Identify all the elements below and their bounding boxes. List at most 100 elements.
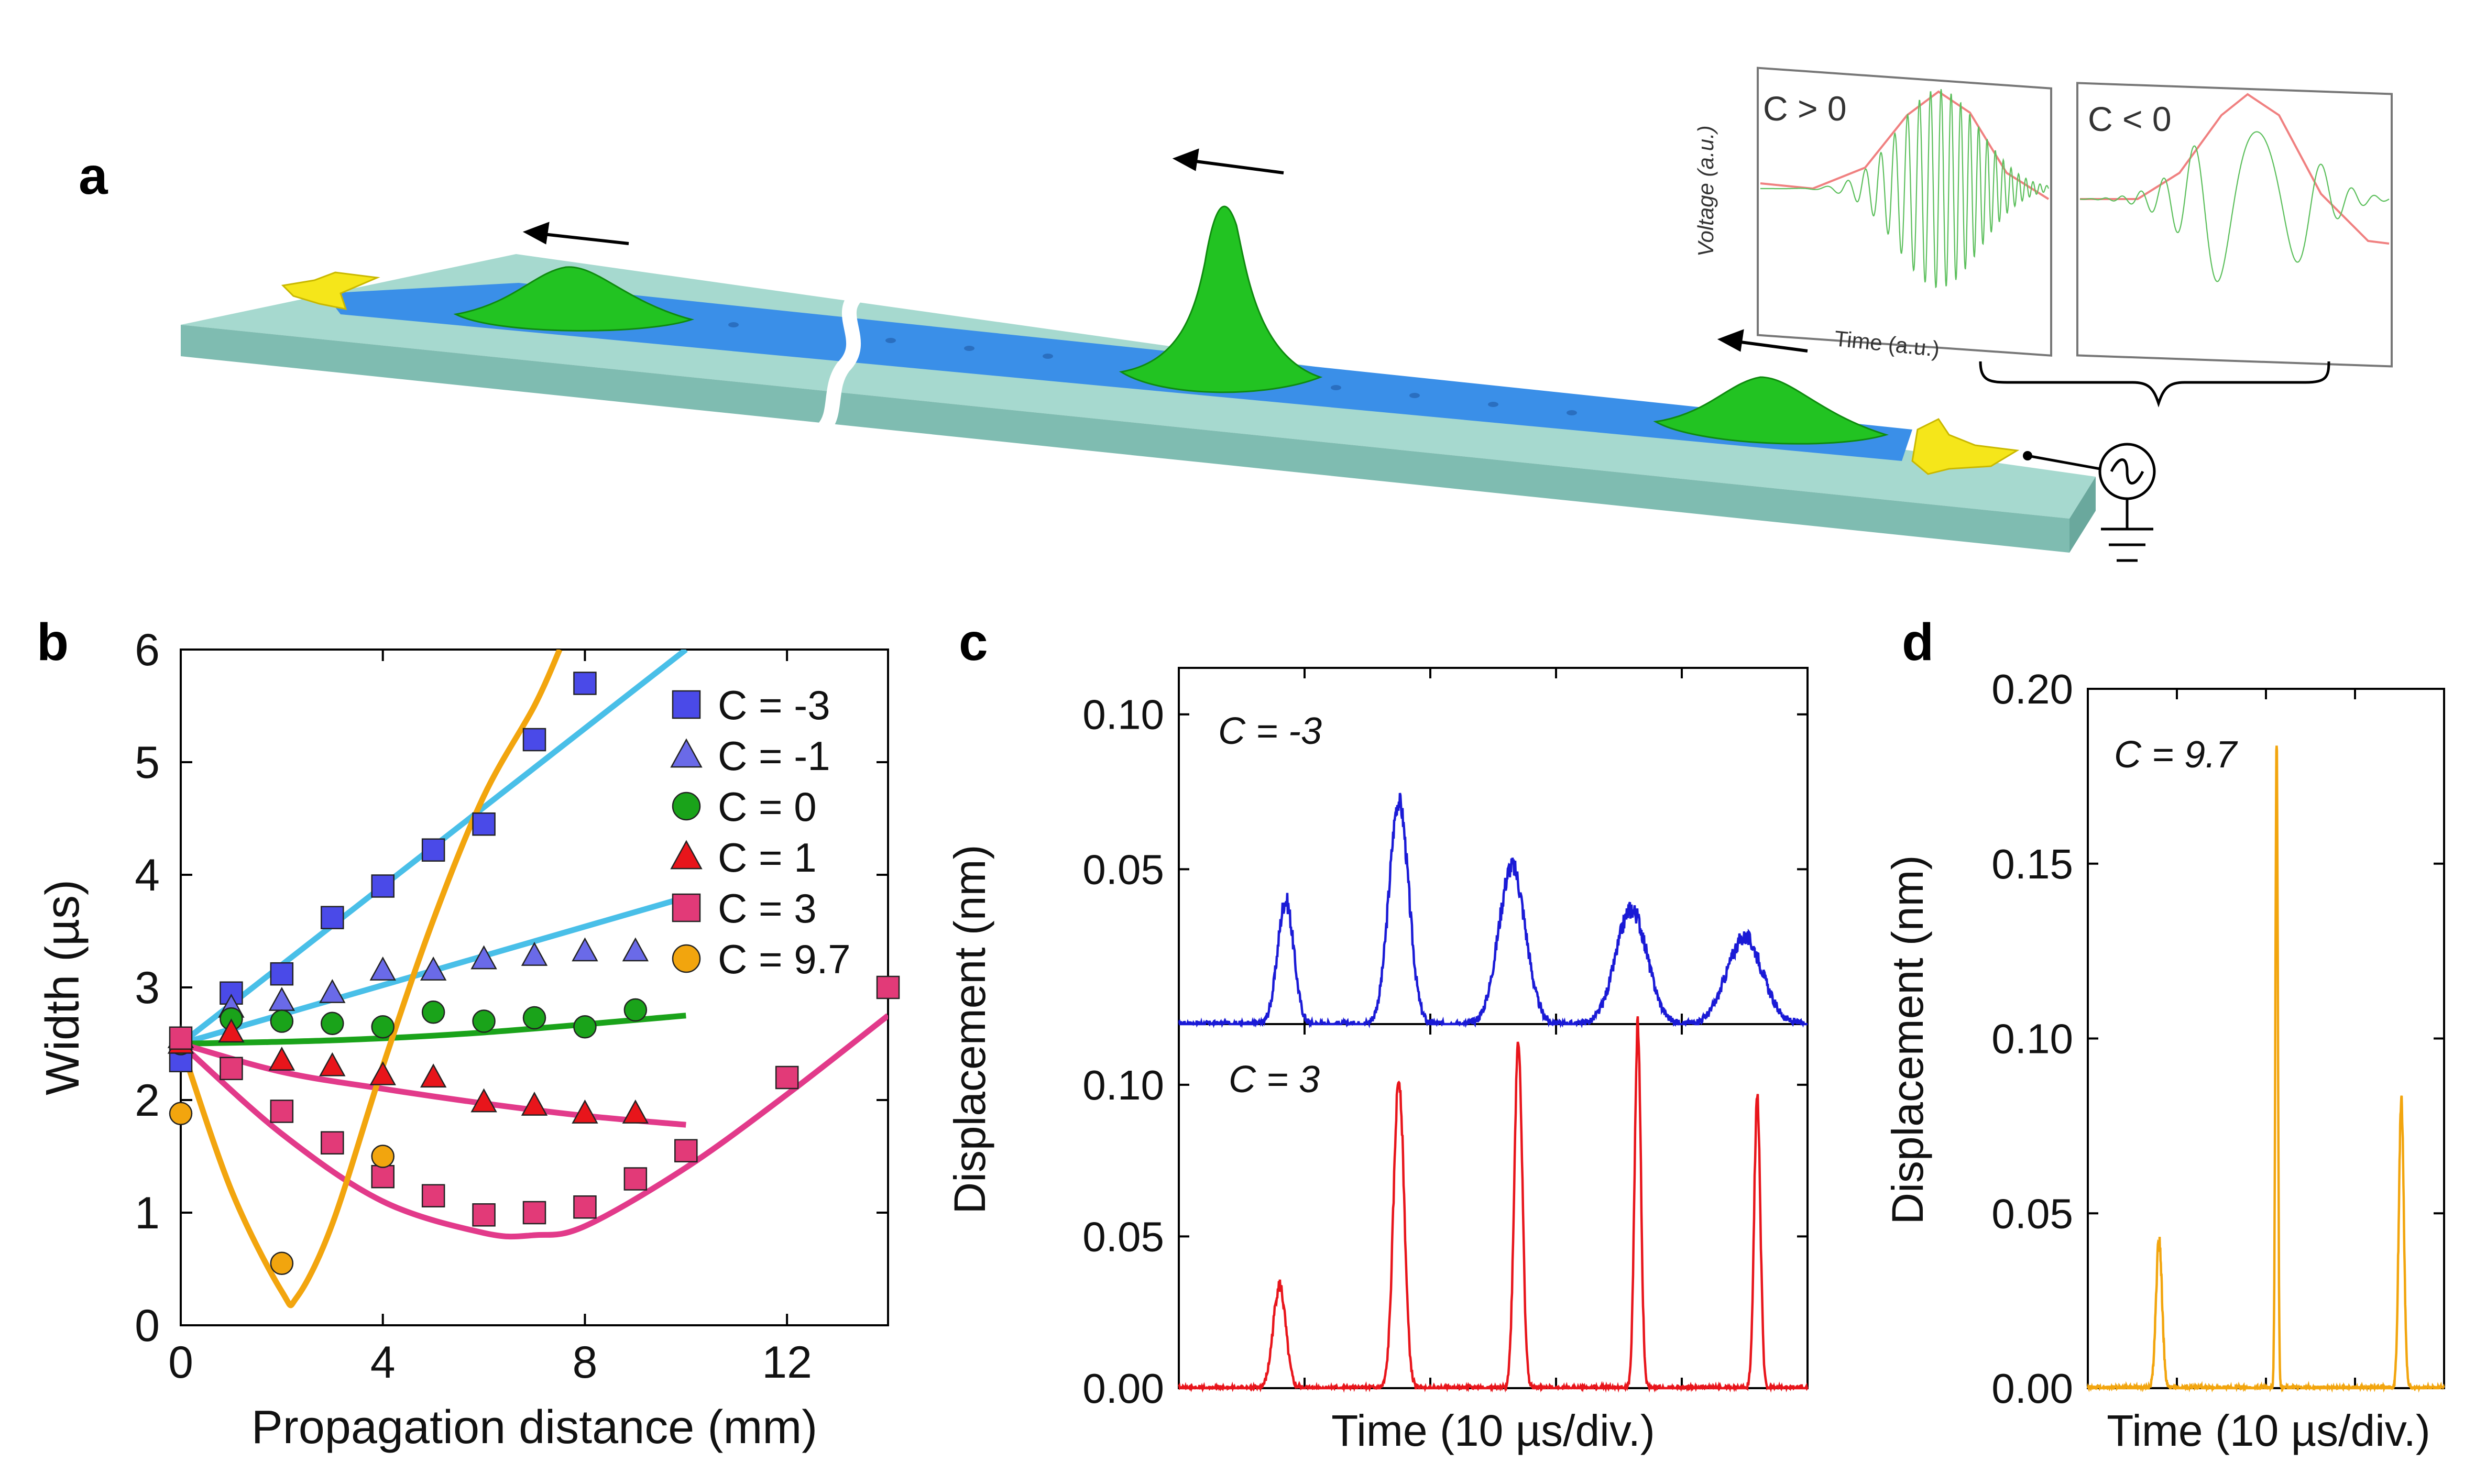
b-point-0 xyxy=(522,728,546,752)
b-point-3 xyxy=(521,1092,548,1116)
b-point-1 xyxy=(470,945,497,970)
b-point-1 xyxy=(420,957,447,981)
panel-d-annotation: C = 9.7 xyxy=(2114,734,2238,776)
panel-d-letter: d xyxy=(1902,613,1934,672)
b-point-1 xyxy=(521,942,548,966)
inset-left-wave xyxy=(1760,89,2050,289)
b-point-2 xyxy=(270,1009,294,1033)
b-fit-line-2 xyxy=(181,1013,686,1047)
wave-bump-left xyxy=(453,266,695,332)
panel-c-top-trace xyxy=(1178,793,1808,1029)
b-point-0 xyxy=(270,962,294,986)
b-ytick-label: 2 xyxy=(135,1075,160,1126)
b-legend-label-2: C = 0 xyxy=(718,784,817,830)
left-electrode xyxy=(281,271,380,310)
d-ytick-label: 0.00 xyxy=(1991,1365,2073,1412)
b-legend-marker-3 xyxy=(670,840,703,870)
panel-c-xlabel: Time (10 µs/div.) xyxy=(1331,1406,1655,1455)
b-point-1 xyxy=(622,937,649,962)
inset-left-wave-line xyxy=(1760,89,2050,289)
b-point-4 xyxy=(522,1201,546,1225)
substrate-slab-end xyxy=(2069,477,2096,553)
b-point-2 xyxy=(421,1001,445,1024)
b-point-4 xyxy=(421,1184,445,1207)
c-bot-trace-line xyxy=(1178,1016,1809,1393)
b-legend-label-5: C = 9.7 xyxy=(718,936,851,982)
panel-a-letter: a xyxy=(79,147,108,205)
waveguide xyxy=(325,283,1912,461)
panel-c-letter: c xyxy=(959,613,988,672)
b-ytick-label: 0 xyxy=(135,1301,160,1351)
panel-d-trace xyxy=(2086,745,2445,1393)
panel-d-xlabel: Time (10 µs/div.) xyxy=(2107,1406,2430,1455)
b-point-3 xyxy=(319,1052,346,1076)
panel-d-ticks: 0.00 0.05 0.10 0.15 0.20 xyxy=(1991,666,2444,1412)
b-point-4 xyxy=(674,1139,698,1162)
d-ytick-label: 0.10 xyxy=(1991,1016,2073,1062)
c-bot-ytick-label: 0.00 xyxy=(1082,1365,1164,1412)
b-point-2 xyxy=(371,1015,395,1039)
b-point-0 xyxy=(321,906,344,929)
b-xtick-label: 4 xyxy=(370,1337,396,1388)
b-point-3 xyxy=(572,1100,598,1124)
d-ytick-label: 0.20 xyxy=(1991,666,2073,712)
b-point-1 xyxy=(319,979,346,1003)
b-point-0 xyxy=(573,672,597,695)
inset-left-envelope xyxy=(1760,90,2050,200)
b-point-3 xyxy=(470,1088,497,1113)
panel-d-ylabel: Displacement (nm) xyxy=(1883,855,1932,1225)
inset-right-wave xyxy=(2079,131,2390,282)
b-legend-label-0: C = -3 xyxy=(718,682,830,728)
right-electrode xyxy=(1911,418,2020,475)
panel-b-xlabel: Propagation distance (mm) xyxy=(251,1401,817,1454)
b-point-1 xyxy=(268,987,295,1011)
b-ytick-label: 1 xyxy=(135,1188,160,1238)
b-legend-label-4: C = 3 xyxy=(718,885,817,931)
d-ytick-label: 0.15 xyxy=(1991,841,2073,887)
b-point-0 xyxy=(472,812,496,836)
b-point-0 xyxy=(421,838,445,862)
inset-positive-chirp: C > 0 Voltage (a.u.) Time (a.u.) xyxy=(1693,67,2052,361)
b-xtick-label: 8 xyxy=(573,1337,598,1388)
panel-b-ylabel: Width (µs) xyxy=(37,880,89,1095)
b-point-4 xyxy=(270,1100,294,1123)
panel-a: a xyxy=(79,67,2393,562)
inset-right-label: C < 0 xyxy=(2088,100,2172,138)
b-xtick-label: 12 xyxy=(762,1337,812,1388)
electrode-contact xyxy=(2023,451,2032,460)
wave-bump-right xyxy=(1653,376,1889,445)
panel-c-bottom-annotation: C = 3 xyxy=(1229,1059,1320,1101)
d-trace-line xyxy=(2086,745,2445,1393)
d-ytick-label: 0.05 xyxy=(1991,1190,2073,1237)
wave-bump-center xyxy=(1119,205,1323,393)
b-fit-line-4 xyxy=(181,1013,888,1240)
propagation-arrows xyxy=(522,148,1808,353)
inset-ylabel: Voltage (a.u.) xyxy=(1693,125,1718,257)
b-point-4 xyxy=(573,1195,597,1219)
c-top-ytick-label: 0.05 xyxy=(1082,846,1164,893)
b-point-2 xyxy=(573,1015,597,1039)
c-bot-ytick-label: 0.05 xyxy=(1082,1213,1164,1260)
b-point-5 xyxy=(371,1145,395,1168)
substrate-slab-front xyxy=(181,325,2069,553)
b-point-1 xyxy=(369,957,396,981)
panel-c-bottom-trace xyxy=(1178,1016,1809,1393)
b-point-4 xyxy=(220,1057,243,1081)
b-point-4 xyxy=(169,1026,193,1050)
panel-b-data-points xyxy=(167,672,900,1275)
c-bot-ytick-label: 0.10 xyxy=(1082,1062,1164,1108)
b-legend-marker-1 xyxy=(670,738,703,768)
inset-right-wave-line xyxy=(2079,131,2390,282)
inset-right-envelope xyxy=(2080,93,2390,245)
b-xtick-label: 0 xyxy=(168,1337,193,1388)
c-top-trace-line xyxy=(1178,793,1808,1029)
c-top-ytick-label: 0.10 xyxy=(1082,691,1164,738)
b-point-3 xyxy=(420,1063,447,1088)
b-point-4 xyxy=(876,975,900,999)
b-ytick-label: 4 xyxy=(135,850,160,900)
b-point-2 xyxy=(472,1009,496,1033)
ac-source xyxy=(2027,443,2156,562)
b-point-4 xyxy=(623,1167,648,1191)
panel-d: d 0.00 0.05 0.10 0.15 0.20 C = 9.7 Time (10 … xyxy=(1883,613,2445,1455)
